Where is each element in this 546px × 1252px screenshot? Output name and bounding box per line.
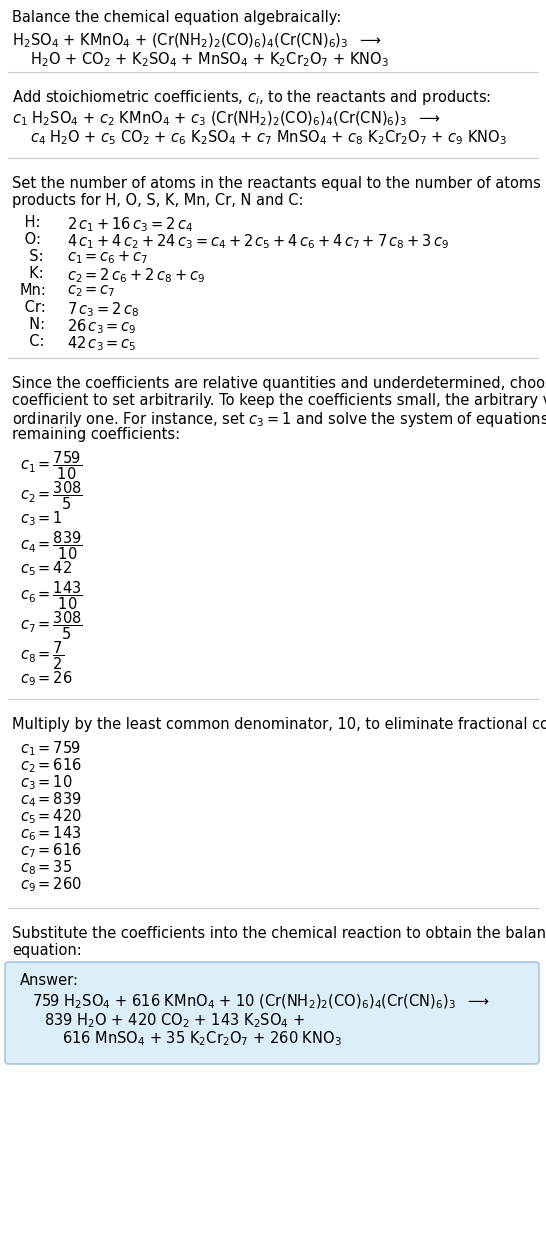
- Text: $c_9 = 260$: $c_9 = 260$: [20, 875, 82, 894]
- Text: 839 H$_2$O + 420 CO$_2$ + 143 K$_2$SO$_4$ +: 839 H$_2$O + 420 CO$_2$ + 143 K$_2$SO$_4…: [44, 1012, 305, 1029]
- Text: equation:: equation:: [12, 943, 82, 958]
- Text: $c_2 = 616$: $c_2 = 616$: [20, 756, 82, 775]
- Text: $c_7 = \dfrac{308}{5}$: $c_7 = \dfrac{308}{5}$: [20, 608, 83, 641]
- Text: Substitute the coefficients into the chemical reaction to obtain the balanced: Substitute the coefficients into the che…: [12, 926, 546, 942]
- Text: $7\,c_3 = 2\,c_8$: $7\,c_3 = 2\,c_8$: [67, 300, 139, 319]
- Text: remaining coefficients:: remaining coefficients:: [12, 427, 180, 442]
- Text: $c_4 = \dfrac{839}{10}$: $c_4 = \dfrac{839}{10}$: [20, 530, 83, 562]
- Text: $c_8 = 35$: $c_8 = 35$: [20, 858, 72, 876]
- Text: H:: H:: [20, 215, 40, 230]
- Text: N:: N:: [20, 317, 45, 332]
- Text: $42\,c_3 = c_5$: $42\,c_3 = c_5$: [67, 334, 136, 353]
- Text: $c_3 = 10$: $c_3 = 10$: [20, 772, 73, 791]
- Text: C:: C:: [20, 334, 45, 349]
- Text: $c_8 = \dfrac{7}{2}$: $c_8 = \dfrac{7}{2}$: [20, 639, 64, 671]
- Text: H$_2$O + CO$_2$ + K$_2$SO$_4$ + MnSO$_4$ + K$_2$Cr$_2$O$_7$ + KNO$_3$: H$_2$O + CO$_2$ + K$_2$SO$_4$ + MnSO$_4$…: [30, 50, 389, 69]
- Text: $c_7 = 616$: $c_7 = 616$: [20, 841, 82, 860]
- Text: $c_1 = c_6 + c_7$: $c_1 = c_6 + c_7$: [67, 249, 149, 265]
- Text: $c_1$ H$_2$SO$_4$ + $c_2$ KMnO$_4$ + $c_3$ (Cr(NH$_2$)$_2$(CO)$_6$)$_4$(Cr(CN)$_: $c_1$ H$_2$SO$_4$ + $c_2$ KMnO$_4$ + $c_…: [12, 110, 441, 129]
- Text: $c_2 = 2\,c_6 + 2\,c_8 + c_9$: $c_2 = 2\,c_6 + 2\,c_8 + c_9$: [67, 265, 205, 284]
- Text: ordinarily one. For instance, set $c_3 = 1$ and solve the system of equations fo: ordinarily one. For instance, set $c_3 =…: [12, 409, 546, 429]
- Text: $c_4 = 839$: $c_4 = 839$: [20, 790, 82, 809]
- Text: Answer:: Answer:: [20, 973, 79, 988]
- Text: Set the number of atoms in the reactants equal to the number of atoms in the: Set the number of atoms in the reactants…: [12, 177, 546, 192]
- Text: K:: K:: [20, 265, 44, 280]
- Text: $c_6 = 143$: $c_6 = 143$: [20, 824, 81, 843]
- Text: $c_4$ H$_2$O + $c_5$ CO$_2$ + $c_6$ K$_2$SO$_4$ + $c_7$ MnSO$_4$ + $c_8$ K$_2$Cr: $c_4$ H$_2$O + $c_5$ CO$_2$ + $c_6$ K$_2…: [30, 128, 507, 146]
- Text: O:: O:: [20, 232, 41, 247]
- Text: $c_1 = \dfrac{759}{10}$: $c_1 = \dfrac{759}{10}$: [20, 449, 82, 482]
- Text: products for H, O, S, K, Mn, Cr, N and C:: products for H, O, S, K, Mn, Cr, N and C…: [12, 193, 304, 208]
- Text: $26\,c_3 = c_9$: $26\,c_3 = c_9$: [67, 317, 136, 336]
- Text: $c_2 = \dfrac{308}{5}$: $c_2 = \dfrac{308}{5}$: [20, 480, 83, 512]
- FancyBboxPatch shape: [5, 962, 539, 1064]
- Text: Add stoichiometric coefficients, $c_i$, to the reactants and products:: Add stoichiometric coefficients, $c_i$, …: [12, 88, 491, 106]
- Text: coefficient to set arbitrarily. To keep the coefficients small, the arbitrary va: coefficient to set arbitrarily. To keep …: [12, 393, 546, 408]
- Text: Multiply by the least common denominator, 10, to eliminate fractional coefficien: Multiply by the least common denominator…: [12, 717, 546, 732]
- Text: S:: S:: [20, 249, 44, 264]
- Text: $c_5 = 420$: $c_5 = 420$: [20, 808, 82, 826]
- Text: Cr:: Cr:: [20, 300, 46, 316]
- Text: $c_2 = c_7$: $c_2 = c_7$: [67, 283, 116, 299]
- Text: $4\,c_1 + 4\,c_2 + 24\,c_3 = c_4 + 2\,c_5 + 4\,c_6 + 4\,c_7 + 7\,c_8 + 3\,c_9$: $4\,c_1 + 4\,c_2 + 24\,c_3 = c_4 + 2\,c_…: [67, 232, 449, 250]
- Text: $2\,c_1 + 16\,c_3 = 2\,c_4$: $2\,c_1 + 16\,c_3 = 2\,c_4$: [67, 215, 193, 234]
- Text: $c_5 = 42$: $c_5 = 42$: [20, 558, 72, 577]
- Text: H$_2$SO$_4$ + KMnO$_4$ + (Cr(NH$_2$)$_2$(CO)$_6$)$_4$(Cr(CN)$_6$)$_3$  $\longrig: H$_2$SO$_4$ + KMnO$_4$ + (Cr(NH$_2$)$_2$…: [12, 33, 382, 50]
- Text: $c_9 = 26$: $c_9 = 26$: [20, 669, 73, 687]
- Text: $c_6 = \dfrac{143}{10}$: $c_6 = \dfrac{143}{10}$: [20, 578, 83, 611]
- Text: Balance the chemical equation algebraically:: Balance the chemical equation algebraica…: [12, 10, 341, 25]
- Text: $c_1 = 759$: $c_1 = 759$: [20, 739, 81, 757]
- Text: 759 H$_2$SO$_4$ + 616 KMnO$_4$ + 10 (Cr(NH$_2$)$_2$(CO)$_6$)$_4$(Cr(CN)$_6$)$_3$: 759 H$_2$SO$_4$ + 616 KMnO$_4$ + 10 (Cr(…: [32, 993, 490, 1012]
- Text: Mn:: Mn:: [20, 283, 47, 298]
- Text: 616 MnSO$_4$ + 35 K$_2$Cr$_2$O$_7$ + 260 KNO$_3$: 616 MnSO$_4$ + 35 K$_2$Cr$_2$O$_7$ + 260…: [62, 1029, 342, 1048]
- Text: Since the coefficients are relative quantities and underdetermined, choose a: Since the coefficients are relative quan…: [12, 376, 546, 391]
- Text: $c_3 = 1$: $c_3 = 1$: [20, 510, 63, 527]
